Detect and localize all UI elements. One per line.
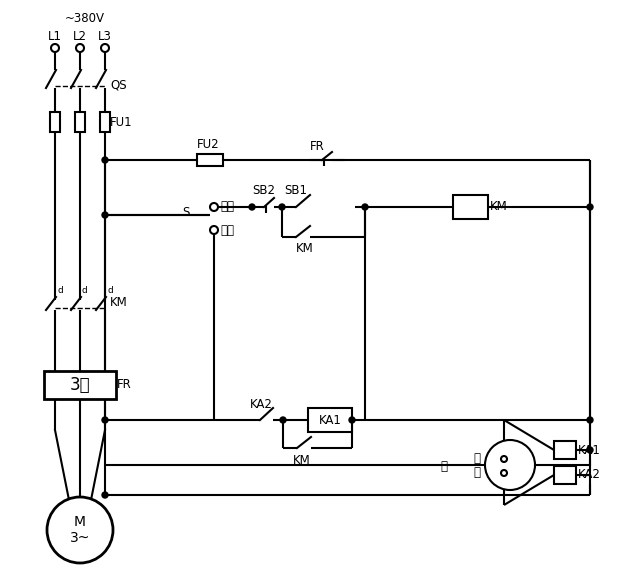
Bar <box>75 112 85 132</box>
Bar <box>100 112 110 132</box>
Text: 3~: 3~ <box>70 531 90 545</box>
Text: d: d <box>107 286 113 295</box>
Text: FU2: FU2 <box>197 138 220 151</box>
Circle shape <box>587 417 593 423</box>
Text: KA2: KA2 <box>578 468 601 482</box>
Text: KA1: KA1 <box>319 414 341 427</box>
Circle shape <box>102 212 108 218</box>
Circle shape <box>501 456 507 462</box>
Bar <box>50 112 60 132</box>
Text: FR: FR <box>117 379 132 391</box>
Text: d: d <box>82 286 88 295</box>
Circle shape <box>249 204 255 210</box>
Text: FR: FR <box>310 139 324 152</box>
Circle shape <box>102 417 108 423</box>
Circle shape <box>485 440 535 490</box>
Circle shape <box>280 417 286 423</box>
Circle shape <box>47 497 113 563</box>
Circle shape <box>501 470 507 476</box>
Text: S: S <box>182 206 190 220</box>
Circle shape <box>362 204 368 210</box>
Text: KM: KM <box>296 243 314 255</box>
Text: 手动: 手动 <box>220 200 234 213</box>
Text: KA2: KA2 <box>250 397 273 411</box>
Bar <box>554 466 576 484</box>
Text: SB1: SB1 <box>284 185 307 197</box>
Circle shape <box>587 447 593 453</box>
Text: SB2: SB2 <box>252 185 275 197</box>
Text: L2: L2 <box>73 29 87 43</box>
Circle shape <box>587 204 593 210</box>
Text: 自动: 自动 <box>220 223 234 237</box>
Text: KM: KM <box>293 454 311 466</box>
Text: d: d <box>57 286 63 295</box>
Bar <box>308 408 352 432</box>
Circle shape <box>210 203 218 211</box>
Text: 中: 中 <box>440 461 447 473</box>
Text: L3: L3 <box>98 29 112 43</box>
Circle shape <box>102 492 108 498</box>
Text: M: M <box>74 515 86 529</box>
Text: ~380V: ~380V <box>65 12 105 25</box>
Circle shape <box>51 44 59 52</box>
Text: QS: QS <box>110 79 127 91</box>
Bar <box>44 371 116 399</box>
Circle shape <box>76 44 84 52</box>
Circle shape <box>102 157 108 163</box>
Text: KM: KM <box>110 295 128 308</box>
Bar <box>197 154 223 166</box>
Circle shape <box>210 226 218 234</box>
Bar <box>452 195 488 219</box>
Text: FU1: FU1 <box>110 115 132 128</box>
Circle shape <box>101 44 109 52</box>
Text: 高: 高 <box>473 466 480 479</box>
Text: L1: L1 <box>48 29 62 43</box>
Text: KM: KM <box>490 200 508 213</box>
Bar <box>554 441 576 459</box>
Circle shape <box>279 204 285 210</box>
Circle shape <box>349 417 355 423</box>
Text: KA1: KA1 <box>578 444 601 456</box>
Text: 低: 低 <box>473 452 480 465</box>
Text: 3径: 3径 <box>70 376 90 394</box>
